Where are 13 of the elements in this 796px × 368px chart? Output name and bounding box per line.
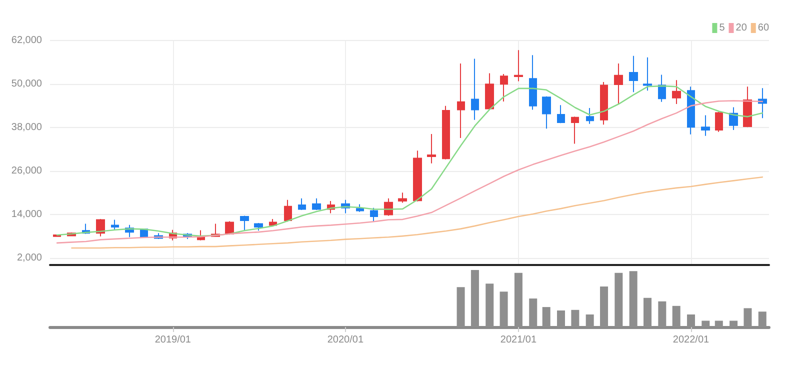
legend-label: 5 (719, 22, 726, 34)
legend-label: 20 (736, 22, 748, 34)
y-tick-label: 2,000 (16, 252, 42, 264)
y-tick-label: 14,000 (11, 208, 42, 220)
legend-label: 60 (758, 22, 770, 34)
y-tick-label: 38,000 (11, 122, 42, 134)
y-tick-label: 62,000 (11, 35, 42, 46)
y-tick-label: 26,000 (11, 165, 42, 176)
x-tick-label: 2022/01 (672, 334, 710, 346)
x-tick-label: 2020/01 (327, 334, 364, 346)
x-tick-label: 2021/01 (500, 334, 537, 346)
y-tick-label: 50,000 (11, 78, 42, 90)
x-tick-label: 2019/01 (154, 334, 192, 346)
